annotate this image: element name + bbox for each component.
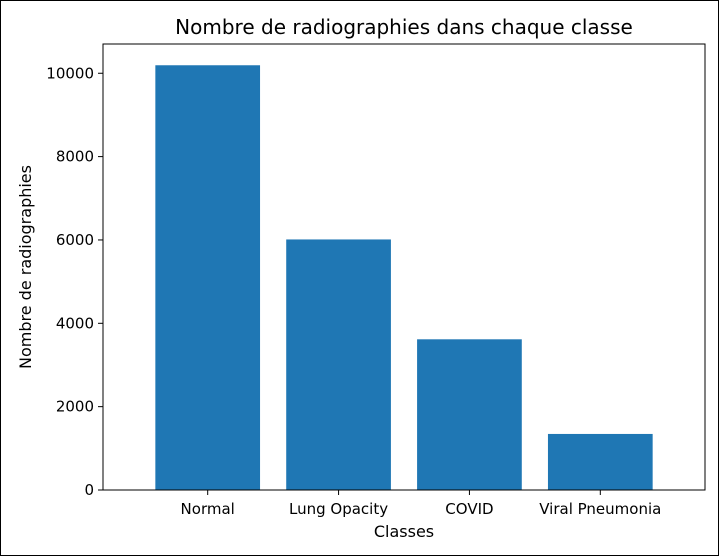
- x-tick-label: Normal: [181, 500, 235, 518]
- bar-lung-opacity: [286, 239, 391, 490]
- y-tick-label: 8000: [56, 148, 94, 166]
- x-axis-ticks: Normal Lung Opacity COVID Viral Pneumonia: [181, 490, 661, 518]
- plot-area-frame: [102, 43, 706, 491]
- x-axis-label: Classes: [374, 522, 434, 541]
- chart-title: Nombre de radiographies dans chaque clas…: [175, 15, 633, 39]
- x-tick-label: Viral Pneumonia: [539, 500, 661, 518]
- x-tick-label: Lung Opacity: [289, 500, 388, 518]
- y-tick-label: 4000: [56, 314, 94, 332]
- bar-normal: [155, 65, 261, 491]
- bars-group: [155, 65, 653, 491]
- y-tick-label: 6000: [56, 231, 94, 249]
- bar-viral-pneumonia: [547, 433, 653, 490]
- y-tick-label: 10000: [46, 64, 94, 82]
- bar-covid: [417, 339, 522, 490]
- y-axis-label: Nombre de radiographies: [16, 165, 35, 369]
- y-tick-label: 2000: [56, 398, 94, 416]
- y-tick-label: 0: [84, 481, 94, 499]
- y-axis-ticks: 0 2000 4000 6000 8000 10000: [46, 64, 103, 499]
- x-tick-label: COVID: [445, 500, 493, 518]
